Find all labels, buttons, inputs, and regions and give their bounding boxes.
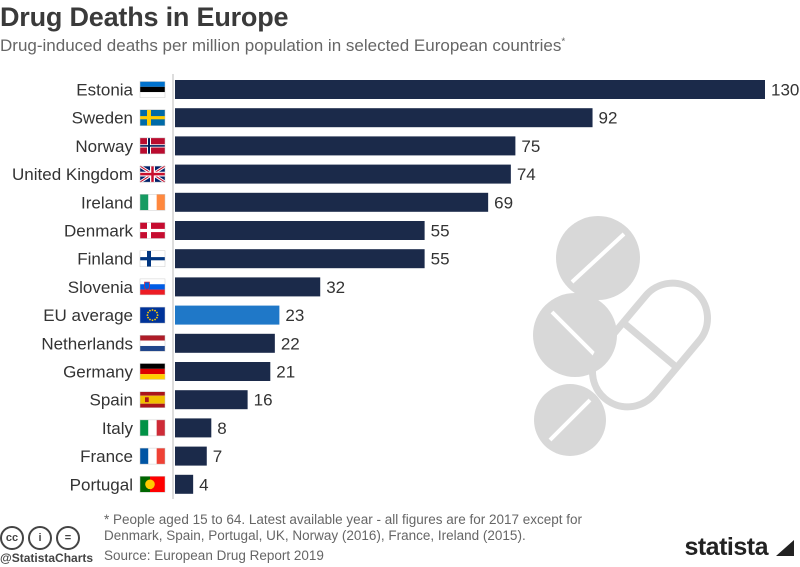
category-label: Finland [77,250,133,269]
category-label: France [80,447,133,466]
bar-italy [175,418,212,438]
value-label: 55 [431,222,450,241]
bar-eu-average [175,305,280,325]
category-label: Denmark [64,222,133,241]
portugal-flag-icon [139,476,166,493]
value-label: 55 [431,250,450,269]
ireland-flag-icon [139,194,166,211]
category-label: Italy [102,419,134,438]
bar-germany [175,362,271,381]
value-label: 21 [276,363,295,382]
spain-flag-icon [139,391,166,408]
netherlands-flag-icon [139,335,166,352]
category-label: Slovenia [68,278,134,297]
bar-denmark [175,221,425,240]
bar-sweden [175,108,593,128]
bar-ireland [175,192,489,212]
category-label: Portugal [70,475,133,494]
category-label: Germany [63,363,133,382]
estonia-flag-icon [139,81,166,98]
germany-flag-icon [139,363,166,380]
subtitle-text: Drug-induced deaths per million populati… [0,36,562,55]
by-icon: i [28,526,52,550]
value-label: 4 [199,475,208,494]
value-label: 75 [521,137,540,156]
value-label: 130 [771,81,799,100]
category-label: United Kingdom [12,165,133,184]
category-label: Ireland [81,193,133,212]
category-label: Norway [75,137,133,156]
bar-slovenia [175,277,321,297]
bar-portugal [175,474,194,494]
statista-logo[interactable]: statista [684,533,768,561]
bar-spain [175,390,248,410]
united-kingdom-flag-icon [139,164,166,184]
nd-icon: = [56,526,80,550]
bar-france [175,446,207,466]
denmark-flag-icon [139,222,166,239]
slovenia-flag-icon [139,278,166,296]
statista-handle[interactable]: @StatistaCharts [0,551,94,565]
value-label: 23 [285,306,304,325]
chart-subtitle: Drug-induced deaths per million populati… [0,36,565,56]
value-label: 8 [217,419,226,438]
footnote: * People aged 15 to 64. Latest available… [104,512,583,543]
cc-icon: cc [0,526,24,550]
value-label: 22 [281,334,300,353]
license-icons: cc i = [0,526,84,550]
value-label: 74 [517,165,536,184]
bar-netherlands [175,333,275,353]
statista-logo-icon [776,540,794,556]
category-label: Estonia [76,81,133,100]
bar-estonia [175,80,765,99]
norway-flag-icon [139,137,166,155]
value-label: 92 [599,109,618,128]
bar-chart: Estonia 130 Sweden 92 Norway 75 United Kingdom… [12,74,799,499]
category-label: Spain [90,391,133,410]
eu-flag-icon [139,306,166,324]
category-label: Sweden [72,109,133,128]
value-label: 69 [494,193,513,212]
value-label: 16 [254,391,273,410]
bar-finland [175,249,425,269]
italy-flag-icon [139,419,166,437]
value-label: 32 [326,278,345,297]
finland-flag-icon [139,250,166,267]
value-label: 7 [213,447,222,466]
subtitle-marker: * [561,36,566,48]
bar-norway [175,136,516,156]
sweden-flag-icon [139,109,166,126]
france-flag-icon [139,447,166,465]
source-text: Source: European Drug Report 2019 [104,548,324,563]
bar-united-kingdom [175,164,511,184]
category-label: EU average [43,306,133,325]
category-label: Netherlands [41,334,133,353]
chart-title: Drug Deaths in Europe [0,2,289,32]
